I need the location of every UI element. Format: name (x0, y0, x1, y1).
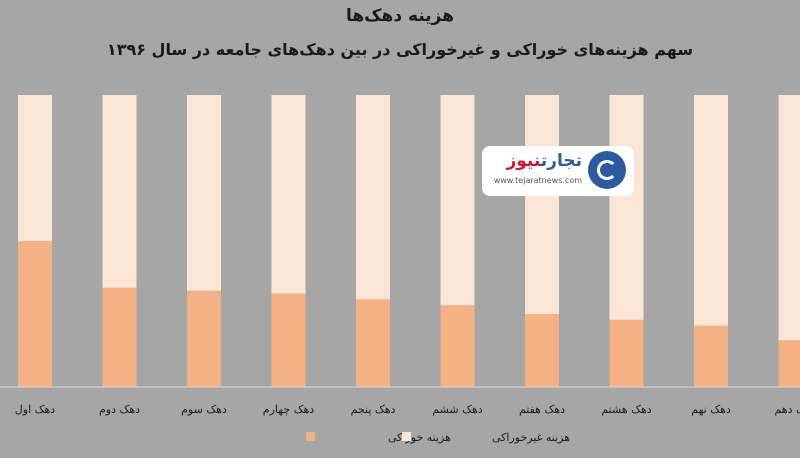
bar-nonfood (440, 95, 475, 306)
bar-nonfood (694, 95, 728, 326)
tejaratnews-logo-icon (588, 151, 626, 189)
x-tick-label: دهک پنجم (351, 403, 396, 416)
bar-nonfood (187, 95, 221, 291)
bar-food (271, 293, 306, 387)
legend-label-food: هزینه خوراکی (388, 431, 451, 444)
x-tick-label: دهک هشتم (601, 403, 651, 416)
x-tick-label: دهک دهم (774, 403, 800, 416)
bar-food (525, 314, 559, 387)
watermark-brand-part-a: تجارت (540, 151, 582, 171)
legend-swatch-food (306, 432, 315, 441)
watermark-logo: تجارتنیوز www.tejaratnews.com (482, 146, 634, 196)
x-tick-label: دهک نهم (691, 403, 731, 416)
x-tick-label: دهک اول (15, 403, 56, 416)
bar-food (18, 241, 52, 387)
x-tick-label: دهک هفتم (519, 403, 565, 416)
x-tick-label: دهک چهارم (263, 403, 314, 416)
bar-nonfood (18, 95, 52, 241)
bar-food (187, 290, 221, 387)
chart-subtitle: سهم هزینه‌های خوراکی و غیرخوراکی در بین … (106, 40, 694, 59)
watermark-url: www.tejaratnews.com (493, 176, 582, 185)
legend-label-nonfood: هزینه غیرخوراکی (492, 431, 570, 444)
legend-swatch-nonfood (402, 432, 411, 441)
bar-food (440, 305, 475, 387)
bar-nonfood (778, 95, 800, 341)
bar-nonfood (102, 95, 137, 288)
x-tick-label: دهک دوم (99, 403, 140, 416)
bar-nonfood (356, 95, 390, 300)
bar-food (356, 299, 390, 387)
bar-nonfood (525, 95, 559, 314)
bar-food (694, 325, 728, 387)
x-tick-label: دهک سوم (181, 403, 227, 416)
x-tick-label: دهک ششم (432, 403, 482, 416)
watermark-brand-part-b: نیوز (506, 151, 541, 171)
bar-food (778, 340, 800, 387)
chart-title: هزینه دهک‌ها (345, 6, 454, 26)
bar-nonfood (609, 95, 644, 320)
watermark-brand: تجارتنیوز (506, 151, 582, 171)
bar-nonfood (271, 95, 306, 294)
bar-food (102, 287, 137, 387)
bar-food (609, 319, 644, 387)
